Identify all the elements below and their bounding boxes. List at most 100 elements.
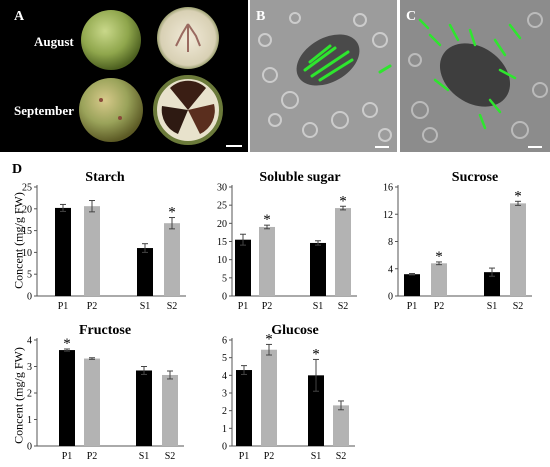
x-tick-label: S1 [487, 301, 498, 312]
chart-title: Sucrose [452, 170, 498, 185]
x-tick-label: P1 [239, 451, 250, 462]
chart-fructose: Fructose 0 1 2 3 4 * P1 P2 S1 S2 [27, 323, 184, 462]
y-tick-label: 0 [388, 292, 393, 303]
bar-s2 [510, 203, 526, 296]
y-tick-label: 20 [22, 204, 32, 215]
y-tick-label: 3 [27, 362, 32, 373]
y-tick-label: 30 [217, 183, 227, 194]
y-tick-label: 2 [222, 406, 227, 417]
significance-star: * [263, 212, 271, 228]
x-tick-label: S2 [167, 301, 178, 312]
x-tick-label: P1 [407, 301, 418, 312]
bar-p1 [59, 350, 75, 446]
y-tick-label: 8 [388, 237, 393, 248]
y-tick-label: 3 [222, 389, 227, 400]
bar-s2 [333, 405, 349, 446]
y-tick-label: 1 [27, 415, 32, 426]
bar-s2 [162, 374, 178, 446]
label-september: September [14, 103, 74, 118]
y-tick-label: 16 [383, 183, 393, 194]
y-tick-label: 0 [222, 442, 227, 453]
chart-soluble-sugar: Soluble sugar 0 5 10 15 20 25 30 P1 * P2 S1 * S2 [217, 170, 357, 312]
significance-star: * [339, 193, 347, 209]
bar-s2 [335, 208, 351, 296]
bar-p2 [84, 206, 100, 296]
x-tick-label: P2 [434, 301, 445, 312]
x-tick-label: P2 [87, 301, 98, 312]
panel-b-micrograph [250, 0, 397, 152]
y-tick-label: 0 [222, 292, 227, 303]
y-tick-label: 12 [383, 210, 393, 221]
x-tick-label: S1 [311, 451, 322, 462]
significance-star: * [435, 249, 443, 265]
chart-starch: Starch 0 5 10 15 20 25 P1 P2 S1 * S2 [22, 170, 186, 312]
y-tick-label: 4 [388, 264, 393, 275]
y-tick-label: 25 [22, 183, 32, 194]
bar-s2 [164, 223, 180, 296]
bar-s1 [137, 248, 153, 296]
chart-title: Starch [85, 170, 125, 185]
panel-c-micrograph [400, 0, 550, 152]
y-tick-label: 25 [217, 201, 227, 212]
x-tick-label: P1 [238, 301, 249, 312]
bar-p2 [261, 349, 277, 446]
bar-s1 [136, 370, 152, 446]
y-tick-label: 15 [22, 226, 32, 237]
bar-p2 [259, 226, 275, 296]
fruit-august-whole [81, 10, 141, 70]
y-tick-label: 5 [27, 270, 32, 281]
x-tick-label: P1 [58, 301, 69, 312]
chart-sucrose: Sucrose 0 4 8 12 16 P1 * P2 S1 * S2 [383, 170, 532, 312]
bar-p1 [235, 239, 251, 296]
x-tick-label: P1 [62, 451, 73, 462]
x-tick-label: S1 [140, 301, 151, 312]
significance-star: * [312, 346, 320, 362]
y-tick-label: 5 [222, 353, 227, 364]
bar-p1 [404, 274, 420, 296]
x-tick-label: S2 [165, 451, 176, 462]
y-tick-label: 2 [27, 389, 32, 400]
y-tick-label: 1 [222, 424, 227, 435]
y-tick-label: 6 [222, 336, 227, 347]
panel-b-letter: B [256, 9, 266, 24]
bar-s1 [310, 242, 326, 296]
y-tick-label: 0 [27, 292, 32, 303]
x-tick-label: P2 [262, 301, 273, 312]
bar-s1 [484, 272, 500, 296]
chart-title: Glucose [271, 323, 318, 338]
x-tick-label: S2 [336, 451, 347, 462]
fruit-illustration [79, 7, 242, 147]
y-tick-label: 4 [222, 371, 227, 382]
x-tick-label: S2 [338, 301, 349, 312]
label-august: August [34, 34, 74, 49]
panel-a-letter: A [14, 9, 25, 24]
x-tick-label: P2 [264, 451, 275, 462]
panel-a-photo [0, 0, 248, 152]
significance-star: * [265, 331, 273, 347]
y-tick-label: 10 [22, 248, 32, 259]
y-tick-label: 10 [217, 255, 227, 266]
y-tick-label: 0 [27, 442, 32, 453]
y-tick-label: 5 [222, 273, 227, 284]
bar-s1 [308, 375, 324, 446]
significance-star: * [63, 336, 71, 352]
x-tick-label: S1 [139, 451, 150, 462]
y-tick-label: 15 [217, 237, 227, 248]
micrograph-b [250, 0, 397, 152]
bar-p1 [55, 207, 71, 296]
x-tick-label: S2 [513, 301, 524, 312]
chart-title: Soluble sugar [259, 170, 340, 185]
x-tick-label: S1 [313, 301, 324, 312]
scale-bar [226, 145, 242, 147]
x-tick-label: P2 [87, 451, 98, 462]
y-tick-label: 4 [27, 336, 32, 347]
chart-glucose: Glucose 0 1 2 3 4 5 6 P1 * P2 * S1 S2 [222, 323, 355, 462]
micrograph-c [400, 0, 550, 152]
chart-title: Fructose [79, 323, 131, 338]
significance-star: * [514, 188, 522, 204]
panel-d-letter: D [12, 162, 23, 177]
bar-p2 [431, 263, 447, 296]
panel-c-letter: C [406, 9, 417, 24]
bar-p2 [84, 358, 100, 446]
significance-star: * [168, 205, 176, 221]
